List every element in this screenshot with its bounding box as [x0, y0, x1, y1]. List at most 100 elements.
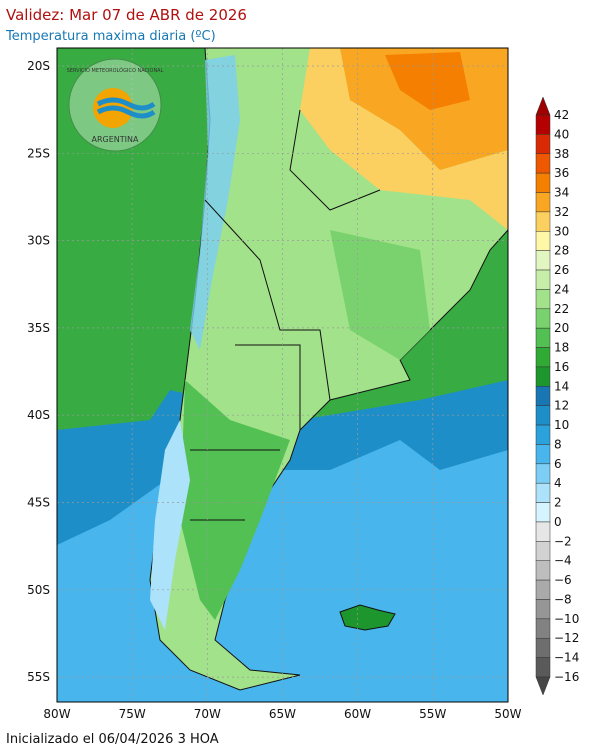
lat-label: 40S [27, 408, 50, 422]
warm-zone [300, 48, 508, 230]
colorbar-swatch [535, 386, 551, 406]
colorbar-label: 28 [554, 244, 569, 258]
colorbar-label: 0 [554, 515, 562, 529]
border [235, 344, 301, 430]
colorbar-swatch [535, 637, 551, 658]
colorbar-label: −14 [554, 651, 579, 665]
title: Validez: Mar 07 de ABR de 2026 [6, 6, 247, 24]
colorbar-label: −2 [554, 534, 572, 548]
colorbar-label: 38 [554, 147, 569, 161]
colorbar-bottom-arrow [535, 676, 551, 696]
colorbar-swatch [535, 231, 551, 251]
colorbar-label: 18 [554, 341, 569, 355]
lon-label: 75W [119, 707, 146, 721]
lat-label: 55S [27, 670, 50, 684]
southern-andes [150, 420, 190, 630]
lon-label: 60W [344, 707, 371, 721]
lat-label: 30S [27, 234, 50, 248]
colorbar-swatch [535, 153, 551, 174]
colorbar-swatch [535, 366, 551, 387]
lon-label: 55W [419, 707, 446, 721]
colorbar-swatch [535, 172, 551, 193]
colorbar-swatch [535, 599, 551, 620]
logo: SERVICIO METEOROLÓGICO NACIONAL ARGENTIN… [67, 58, 164, 152]
colorbar-label: 4 [554, 476, 562, 490]
lat-label: 35S [27, 321, 50, 335]
colorbar-label: 14 [554, 379, 569, 393]
colorbar-swatch [535, 521, 551, 542]
border [289, 109, 381, 211]
colorbar: 424038363432302826242220181614121086420−… [535, 96, 579, 696]
colorbar-label: 40 [554, 127, 569, 141]
colorbar-swatch [535, 502, 551, 523]
logo-top-text: SERVICIO METEOROLÓGICO NACIONAL [67, 67, 164, 74]
colorbar-label: 20 [554, 321, 569, 335]
colorbar-label: −8 [554, 592, 572, 606]
colorbar-top-arrow [535, 96, 551, 116]
colorbar-label: 34 [554, 186, 569, 200]
colorbar-swatch [535, 192, 551, 213]
logo-bottom-text: ARGENTINA [92, 135, 140, 144]
lat-label: 45S [27, 496, 50, 510]
colorbar-label: −6 [554, 573, 572, 587]
colorbar-label: −10 [554, 612, 579, 626]
colorbar-label: 8 [554, 437, 562, 451]
lon-label: 80W [43, 707, 70, 721]
colorbar-swatch [535, 482, 551, 503]
lon-label: 70W [194, 707, 221, 721]
subtitle: Temperatura maxima diaria (ºC) [5, 29, 216, 44]
axis-labels: 20S 25S 30S 35S 40S 45S 50S 55S 80W 75W 70W 65W 60W 5… [27, 59, 521, 721]
colorbar-label: 6 [554, 457, 562, 471]
colorbar-swatch [535, 327, 551, 348]
colorbar-swatch [535, 134, 551, 155]
colorbar-label: 24 [554, 282, 569, 296]
footer: Inicializado el 06/04/2026 3 HOA [6, 732, 219, 747]
colorbar-swatch [535, 405, 551, 426]
lon-label: 50W [494, 707, 521, 721]
colorbar-swatch [535, 424, 551, 445]
colorbar-label: 16 [554, 360, 569, 374]
colorbar-label: −12 [554, 631, 579, 645]
lon-label: 65W [269, 707, 296, 721]
colorbar-swatch [535, 541, 551, 561]
map-area [56, 47, 509, 703]
lat-label: 25S [27, 146, 50, 160]
mesopotamia [330, 230, 430, 360]
colorbar-swatch [535, 579, 551, 600]
colorbar-swatch [535, 250, 551, 271]
colorbar-label: 36 [554, 166, 569, 180]
colorbar-label: 42 [554, 108, 569, 122]
border [204, 199, 331, 401]
lat-label: 50S [27, 583, 50, 597]
colorbar-swatch [535, 269, 551, 290]
colorbar-label: 2 [554, 496, 562, 510]
colorbar-swatch [535, 463, 551, 484]
colorbar-swatch [535, 289, 551, 310]
colorbar-label: −4 [554, 554, 572, 568]
colorbar-swatch [535, 618, 551, 639]
colorbar-swatch [535, 560, 551, 581]
colorbar-label: −16 [554, 670, 579, 684]
andes [190, 55, 240, 350]
colorbar-label: 12 [554, 399, 569, 413]
colorbar-label: 22 [554, 302, 569, 316]
lat-label: 20S [27, 59, 50, 73]
colorbar-label: 26 [554, 263, 569, 277]
hottest-zone [385, 52, 470, 110]
hot-zone [340, 48, 508, 170]
colorbar-swatch [535, 308, 551, 329]
colorbar-swatch [535, 114, 551, 135]
colorbar-swatch [535, 347, 551, 368]
grid [57, 48, 508, 702]
map-frame [56, 47, 509, 703]
colorbar-label: 32 [554, 205, 569, 219]
colorbar-swatch [535, 211, 551, 232]
colorbar-label: 10 [554, 418, 569, 432]
islands [339, 604, 396, 631]
colorbar-swatch [535, 444, 551, 465]
logo-waves [96, 97, 156, 119]
colorbar-label: 30 [554, 224, 569, 238]
colorbar-swatch [535, 657, 551, 678]
